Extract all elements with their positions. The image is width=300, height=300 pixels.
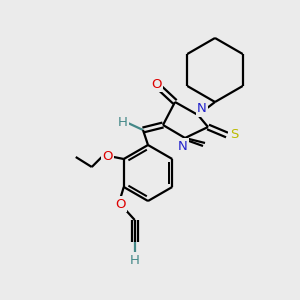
Text: O: O	[151, 77, 161, 91]
Text: N: N	[197, 103, 207, 116]
Text: S: S	[230, 128, 238, 142]
Text: H: H	[130, 254, 140, 266]
Text: O: O	[103, 151, 113, 164]
Text: N: N	[178, 140, 188, 152]
Text: O: O	[116, 197, 126, 211]
Text: H: H	[118, 116, 128, 128]
